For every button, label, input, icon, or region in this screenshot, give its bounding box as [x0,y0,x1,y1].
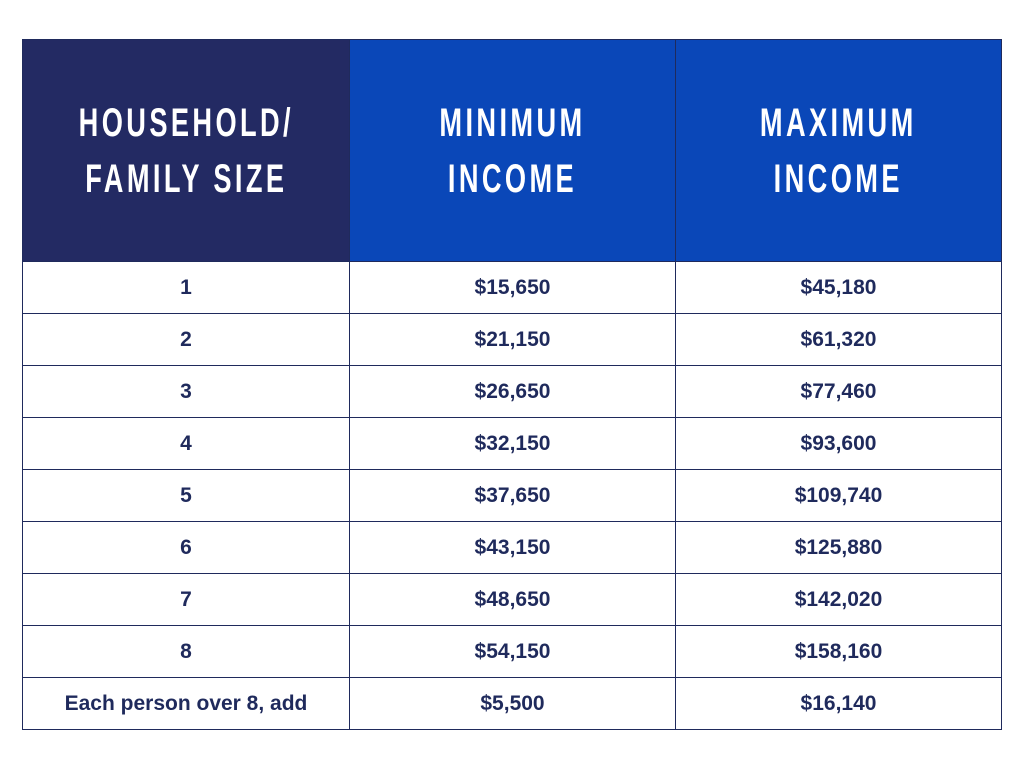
table-cell: $26,650 [349,365,676,418]
table-row: 7 $48,650 $142,020 [22,573,1002,626]
table-row: 1 $15,650 $45,180 [22,261,1002,314]
table-cell: $93,600 [675,417,1002,470]
table-row: 2 $21,150 $61,320 [22,313,1002,366]
table-row: 5 $37,650 $109,740 [22,469,1002,522]
header-cell: HOUSEHOLD/ FAMILY SIZE [22,39,350,262]
header-row: HOUSEHOLD/ FAMILY SIZE MINIMUM INCOME MAXI… [22,39,1002,262]
table-cell: $43,150 [349,521,676,574]
table-cell: $37,650 [349,469,676,522]
table-cell: $158,160 [675,625,1002,678]
table-row: 4 $32,150 $93,600 [22,417,1002,470]
header-text: MAXIMUM INCOME [760,100,917,201]
table-cell: 8 [22,625,350,678]
table-header: HOUSEHOLD/ FAMILY SIZE MINIMUM INCOME MAXI… [22,39,1002,262]
table-cell: $125,880 [675,521,1002,574]
table-body: 1 $15,650 $45,180 2 $21,150 $61,320 3 $26,650 $7… [22,261,1002,730]
table-cell: 5 [22,469,350,522]
table-cell: $45,180 [675,261,1002,314]
table-cell: $5,500 [349,677,676,730]
table-cell: $77,460 [675,365,1002,418]
table-cell: 6 [22,521,350,574]
table-row: 3 $26,650 $77,460 [22,365,1002,418]
table-cell: 4 [22,417,350,470]
header-text: HOUSEHOLD/ FAMILY SIZE [78,100,294,201]
table-cell: 7 [22,573,350,626]
table-cell: $15,650 [349,261,676,314]
table-row: 8 $54,150 $158,160 [22,625,1002,678]
table-cell: $54,150 [349,625,676,678]
table-cell: Each person over 8, add [22,677,350,730]
header-cell: MINIMUM INCOME [349,39,676,262]
table-cell: $48,650 [349,573,676,626]
table-cell: $109,740 [675,469,1002,522]
table-cell: 3 [22,365,350,418]
table-cell: $21,150 [349,313,676,366]
table-cell: $32,150 [349,417,676,470]
table-row: 6 $43,150 $125,880 [22,521,1002,574]
header-cell: MAXIMUM INCOME [675,39,1002,262]
table-row: Each person over 8, add $5,500 $16,140 [22,677,1002,730]
header-text: MINIMUM INCOME [439,100,586,201]
table-cell: $142,020 [675,573,1002,626]
table-cell: 2 [22,313,350,366]
table-cell: 1 [22,261,350,314]
table-cell: $61,320 [675,313,1002,366]
income-table: HOUSEHOLD/ FAMILY SIZE MINIMUM INCOME MAXI… [22,39,1002,730]
table-cell: $16,140 [675,677,1002,730]
